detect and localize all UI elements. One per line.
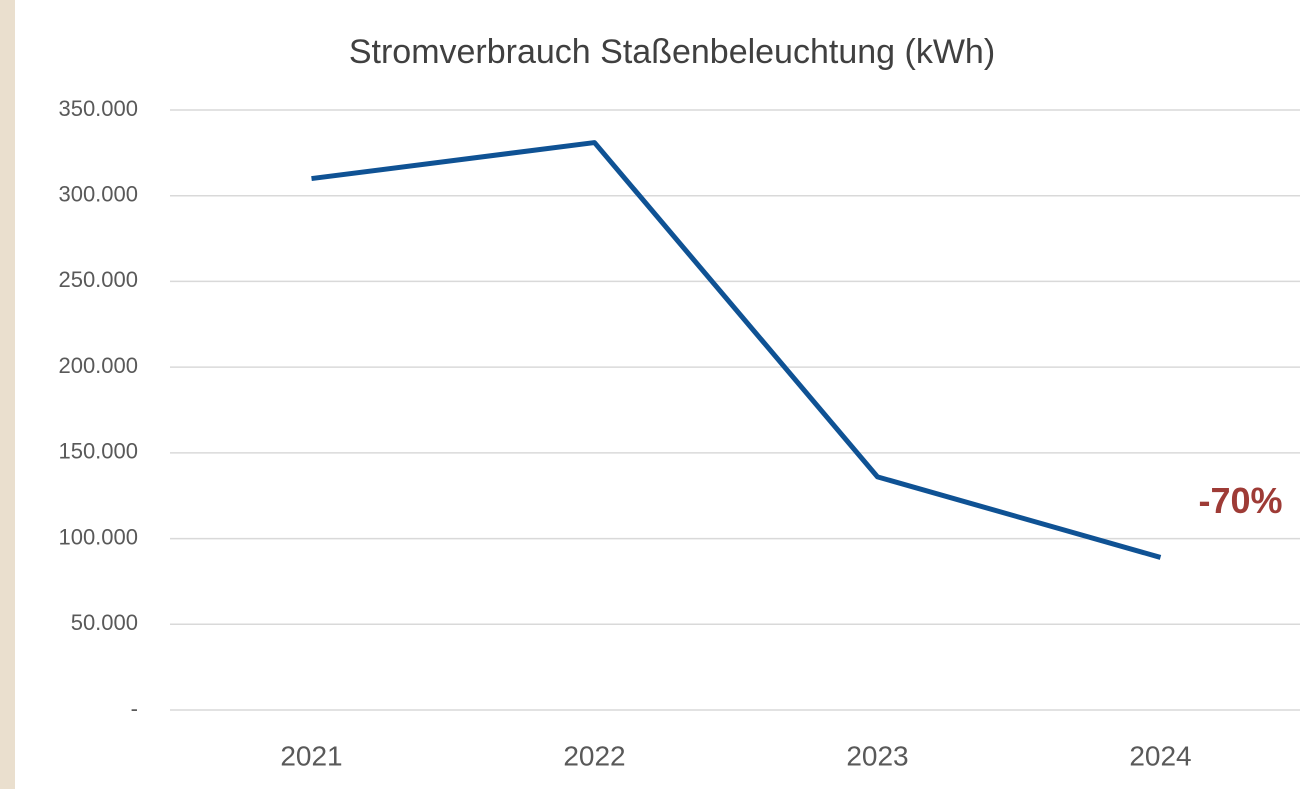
y-tick-label: 350.000	[58, 96, 138, 121]
y-tick-label: 200.000	[58, 353, 138, 378]
chart-area	[15, 0, 1312, 789]
y-tick-label: 150.000	[58, 439, 138, 464]
x-tick-label: 2024	[1129, 740, 1191, 771]
y-tick-label: 300.000	[58, 182, 138, 207]
y-tick-label: 100.000	[58, 524, 138, 549]
line	[311, 140, 1162, 560]
x-tick-label: 2021	[280, 740, 342, 771]
x-tick-label: 2022	[563, 740, 625, 771]
y-tick-label: 250.000	[58, 267, 138, 292]
x-tick-label: 2023	[846, 740, 908, 771]
y-tick-label: -	[131, 696, 138, 721]
y-tick-label: 50.000	[71, 610, 138, 635]
chart-title: Stromverbrauch Staßenbeleuchtung (kWh)	[349, 33, 995, 71]
annotation: -70%	[1198, 480, 1282, 521]
